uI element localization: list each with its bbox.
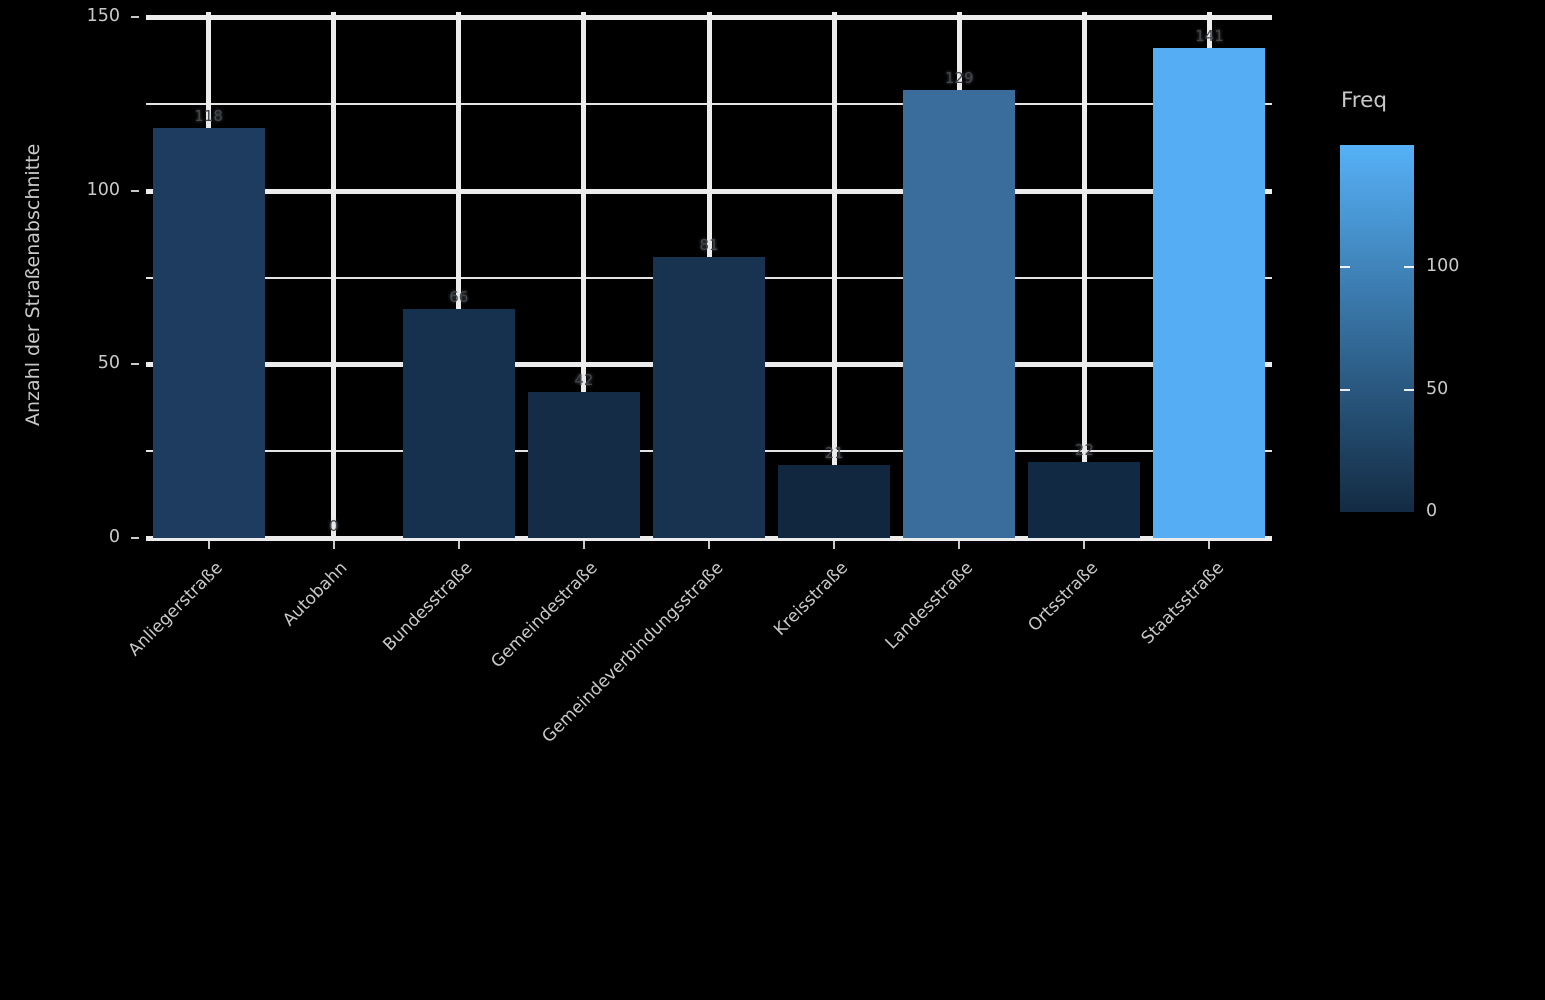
y-tick-label: 50 (97, 353, 120, 374)
x-tick-mark (582, 541, 585, 549)
y-tick-mark (131, 16, 139, 18)
y-tick-label: 0 (108, 527, 120, 547)
x-tick-label: Anliegerstraße (124, 558, 227, 661)
bar-value-label: 21 (824, 444, 844, 463)
x-tick-mark (833, 541, 836, 549)
y-axis-title: Anzahl der Straßenabschnitte (22, 143, 44, 427)
x-tick-label: Gemeindestraße (487, 558, 603, 673)
x-tick-label: Bundesstraße (379, 558, 477, 656)
bar (903, 89, 1016, 538)
y-tick-label: 100 (86, 179, 120, 200)
gridline-vertical (1081, 12, 1087, 541)
x-tick-mark (1083, 541, 1086, 549)
bar-value-label: 66 (449, 287, 469, 306)
legend-title: Freq (1341, 88, 1388, 113)
x-tick-label: Kreisstraße (770, 558, 853, 640)
bar-value-label: 81 (699, 235, 719, 254)
bar (778, 465, 891, 538)
x-tick-label: Autobahn (279, 558, 352, 631)
gridline-vertical (831, 12, 837, 541)
legend-colorbar (1340, 145, 1414, 512)
x-tick-label: Staatsstraße (1137, 558, 1228, 649)
bar (402, 308, 515, 538)
legend-tick-notch (1404, 388, 1414, 391)
legend-tick-notch (1340, 266, 1350, 269)
gridline-vertical (581, 12, 587, 541)
bar (527, 392, 640, 538)
plot-panel: 118 0 66 42 81 21 129 22 141 (146, 12, 1272, 541)
y-tick-mark (131, 363, 139, 366)
x-tick-mark (708, 541, 710, 549)
gridline-vertical (456, 12, 462, 541)
legend-tick-notch (1340, 388, 1350, 391)
legend-tick-label: 0 (1426, 501, 1438, 521)
bar-value-label: 118 (194, 107, 223, 126)
x-tick-label: Ortsstraße (1024, 558, 1103, 636)
bar-value-label: 22 (1074, 440, 1094, 459)
bar (653, 256, 765, 538)
y-tick-mark (131, 537, 139, 539)
y-tick-label: 150 (86, 6, 120, 26)
y-tick-mark (131, 189, 139, 192)
bar-value-label: 0 (328, 517, 339, 535)
legend-tick-label: 50 (1426, 378, 1449, 399)
x-tick-mark (332, 541, 335, 549)
legend-tick-label: 100 (1426, 256, 1460, 277)
bar-value-label: 42 (574, 371, 594, 390)
bar (152, 128, 265, 538)
gridline-vertical (331, 12, 337, 541)
legend-tick-notch (1404, 266, 1414, 269)
bar (1028, 461, 1141, 538)
x-tick-label: Landesstraße (882, 558, 978, 654)
x-tick-mark (457, 541, 460, 549)
x-tick-mark (1208, 541, 1211, 549)
bar (1153, 48, 1266, 538)
bar-value-label: 129 (944, 68, 974, 87)
bar-value-label: 141 (1195, 27, 1224, 46)
x-tick-mark (207, 541, 210, 549)
x-tick-mark (958, 541, 961, 549)
